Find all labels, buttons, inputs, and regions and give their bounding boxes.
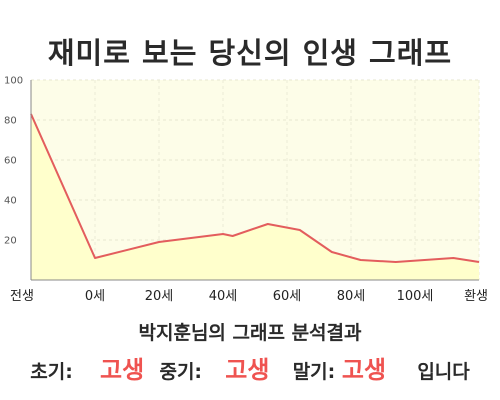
area-series [30, 113, 480, 280]
middle-stage-value: 고생 [225, 356, 270, 384]
analysis-result-heading: 박지훈님의 그래프 분석결과 [138, 322, 362, 344]
x-tick-label: 100세 [397, 289, 434, 304]
analysis-result-summary: 초기: 고생 중기: 고생 말기: 고생 입니다 [0, 350, 500, 385]
x-tick-label: 60세 [273, 289, 302, 304]
y-tick-label: 80 [4, 116, 17, 127]
result-suffix: 입니다 [417, 361, 470, 383]
chart-title: 재미로 보는 당신의 인생 그래프 [47, 36, 453, 70]
x-tick-label: 20세 [145, 289, 174, 304]
series-line [30, 113, 480, 263]
x-tick-label: 0세 [85, 289, 105, 304]
y-tick-label: 60 [4, 156, 17, 167]
late-stage-value: 고생 [341, 356, 387, 384]
x-tick-label: 전생 [10, 289, 34, 304]
x-axis-ticks: 전생 0세 20세 40세 60세 80세 100세 환생 [10, 289, 488, 304]
x-tick-label: 40세 [209, 289, 238, 304]
x-tick-label: 80세 [337, 289, 366, 304]
y-axis-ticks: 20 40 60 80 100 [4, 76, 23, 247]
middle-stage-label: 중기: [159, 361, 203, 383]
area-fill [31, 114, 479, 280]
early-stage-value: 고생 [100, 356, 145, 384]
x-tick-label: 환생 [464, 289, 488, 304]
axes [30, 80, 479, 281]
y-tick-label: 20 [4, 236, 17, 247]
late-stage-label: 말기: [292, 361, 336, 383]
y-tick-label: 100 [4, 76, 23, 87]
early-stage-label: 초기: [30, 361, 73, 383]
y-tick-label: 40 [4, 196, 17, 207]
